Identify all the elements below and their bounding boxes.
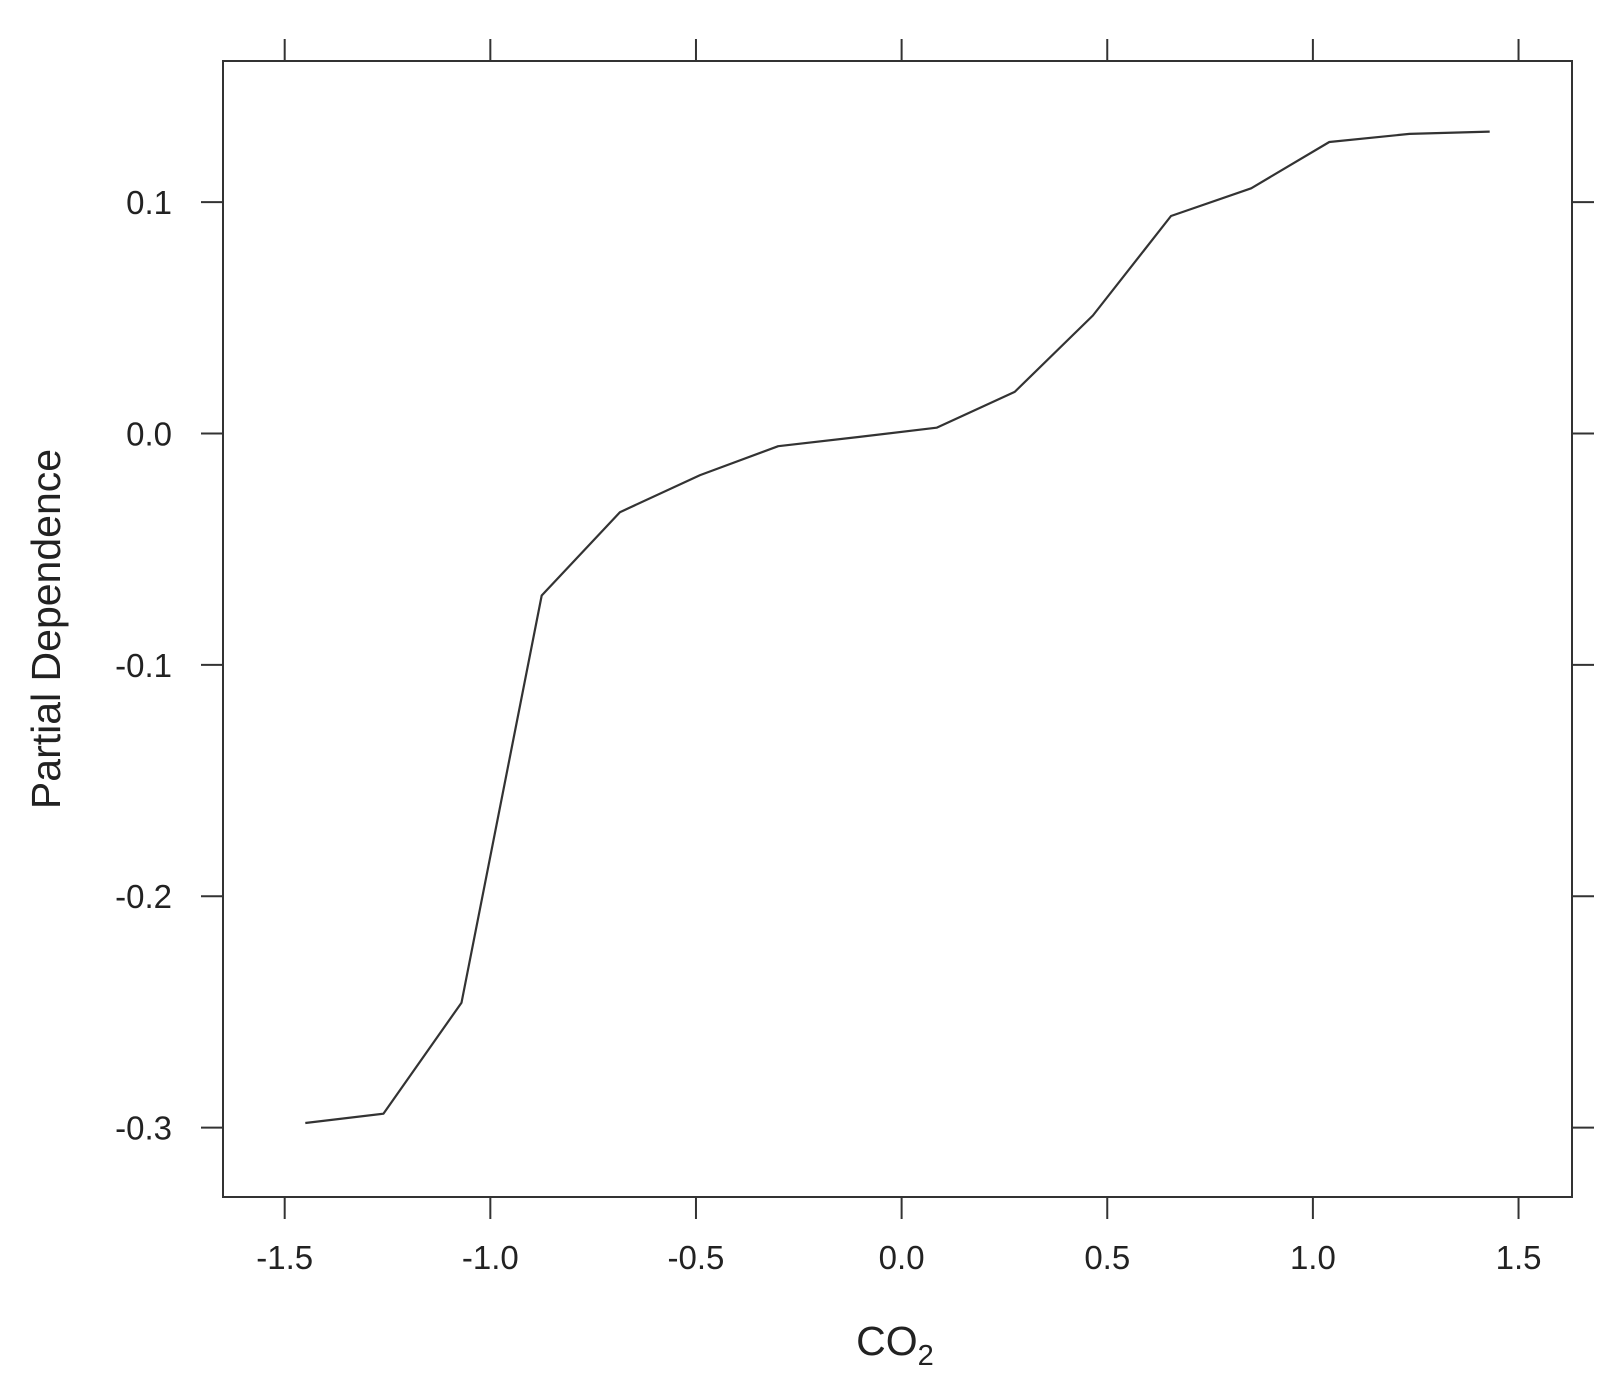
y-tick-label: -0.3 — [115, 1110, 172, 1147]
x-tick-label: 0.0 — [879, 1239, 925, 1276]
y-tick-label: -0.1 — [115, 647, 172, 684]
y-tick-label: 0.1 — [126, 184, 172, 221]
x-axis-title: CO2 — [856, 1318, 934, 1372]
y-axis: -0.3 -0.2 -0.1 0.0 0.1 — [115, 184, 1594, 1147]
series-layer — [305, 130, 1490, 1125]
x-tick-label: 1.0 — [1290, 1239, 1336, 1276]
x-tick-label: -1.5 — [256, 1239, 313, 1276]
partial-dependence-line — [305, 130, 1490, 1125]
plot-frame — [222, 60, 1573, 1198]
x-axis-title-subscript: 2 — [918, 1340, 934, 1372]
x-tick-label: -1.0 — [462, 1239, 519, 1276]
y-tick-label: -0.2 — [115, 878, 172, 915]
x-axis-title-main: CO — [856, 1318, 918, 1364]
x-tick-label: -0.5 — [668, 1239, 725, 1276]
y-axis-title: Partial Dependence — [23, 449, 69, 809]
x-tick-label: 0.5 — [1084, 1239, 1130, 1276]
x-axis: -1.5 -1.0 -0.5 0.0 0.5 1.0 1.5 — [256, 39, 1541, 1276]
y-tick-label: 0.0 — [126, 415, 172, 452]
x-tick-label: 1.5 — [1496, 1239, 1542, 1276]
